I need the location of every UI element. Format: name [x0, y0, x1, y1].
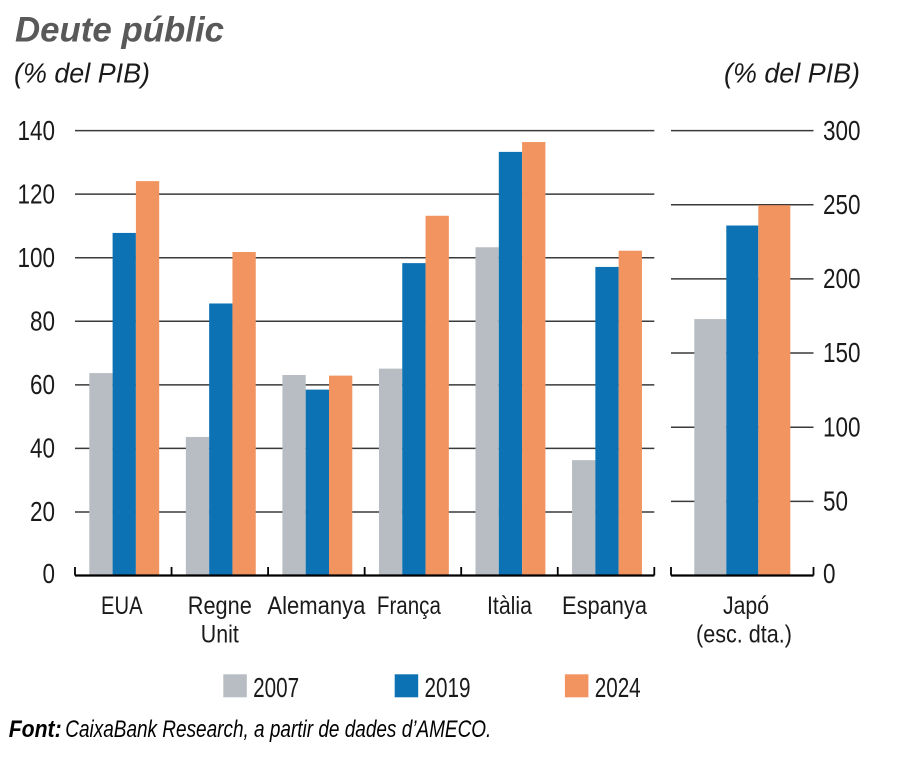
- svg-text:2007: 2007: [253, 672, 299, 703]
- svg-text:20: 20: [30, 496, 55, 527]
- svg-text:50: 50: [823, 486, 848, 517]
- svg-text:França: França: [377, 592, 441, 620]
- svg-text:Font:: Font:: [9, 716, 62, 743]
- svg-text:Unit: Unit: [201, 621, 239, 649]
- svg-text:2024: 2024: [595, 672, 641, 703]
- svg-text:200: 200: [823, 263, 861, 294]
- svg-text:Itàlia: Itàlia: [487, 592, 532, 620]
- svg-text:(esc. dta.): (esc. dta.): [696, 621, 792, 649]
- svg-text:Deute públic: Deute públic: [15, 11, 224, 50]
- svg-text:2019: 2019: [425, 672, 471, 703]
- svg-text:Japó: Japó: [723, 592, 769, 620]
- svg-text:0: 0: [43, 558, 56, 589]
- svg-text:(% del PIB): (% del PIB): [724, 58, 860, 89]
- svg-text:Regne: Regne: [188, 592, 252, 620]
- svg-text:40: 40: [30, 433, 55, 464]
- svg-text:(% del PIB): (% del PIB): [14, 58, 150, 89]
- svg-text:EUA: EUA: [101, 592, 143, 620]
- svg-text:CaixaBank Research, a partir d: CaixaBank Research, a partir de dades d’…: [65, 716, 491, 743]
- svg-text:80: 80: [30, 306, 55, 337]
- svg-text:Espanya: Espanya: [562, 592, 647, 620]
- svg-text:300: 300: [823, 115, 861, 146]
- svg-text:150: 150: [823, 337, 861, 368]
- svg-text:100: 100: [823, 411, 861, 442]
- svg-text:Alemanya: Alemanya: [267, 592, 365, 620]
- svg-text:250: 250: [823, 189, 861, 220]
- svg-text:140: 140: [18, 115, 56, 146]
- svg-text:60: 60: [30, 369, 55, 400]
- svg-text:120: 120: [18, 178, 56, 209]
- svg-text:100: 100: [18, 242, 56, 273]
- svg-text:0: 0: [823, 558, 836, 589]
